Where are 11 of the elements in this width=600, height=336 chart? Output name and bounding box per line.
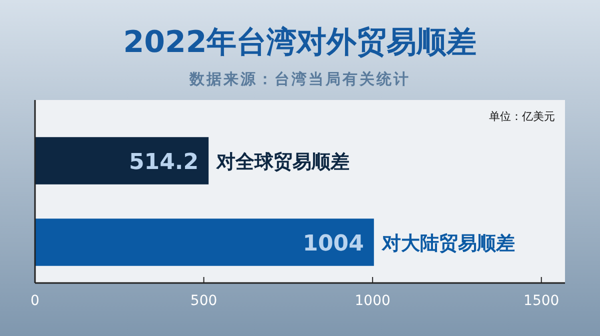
x-tick-label: 0 bbox=[30, 293, 40, 309]
y-tick-label: 对全球贸易顺差 bbox=[216, 150, 350, 173]
annotation: 单位：亿美元 bbox=[489, 110, 555, 123]
x-tick-label: 1500 bbox=[524, 293, 560, 309]
y-tick-label: 对大陆贸易顺差 bbox=[380, 232, 515, 254]
data-label: 514.2 bbox=[128, 150, 199, 175]
data-label: 1004 bbox=[302, 231, 364, 256]
chart-subtitle: 数据来源：台湾当局有关统计 bbox=[188, 70, 410, 88]
chart-title: 2022年台湾对外贸易顺差 bbox=[123, 25, 477, 60]
x-tick-label: 1000 bbox=[354, 293, 390, 309]
x-tick-label: 500 bbox=[190, 293, 218, 309]
